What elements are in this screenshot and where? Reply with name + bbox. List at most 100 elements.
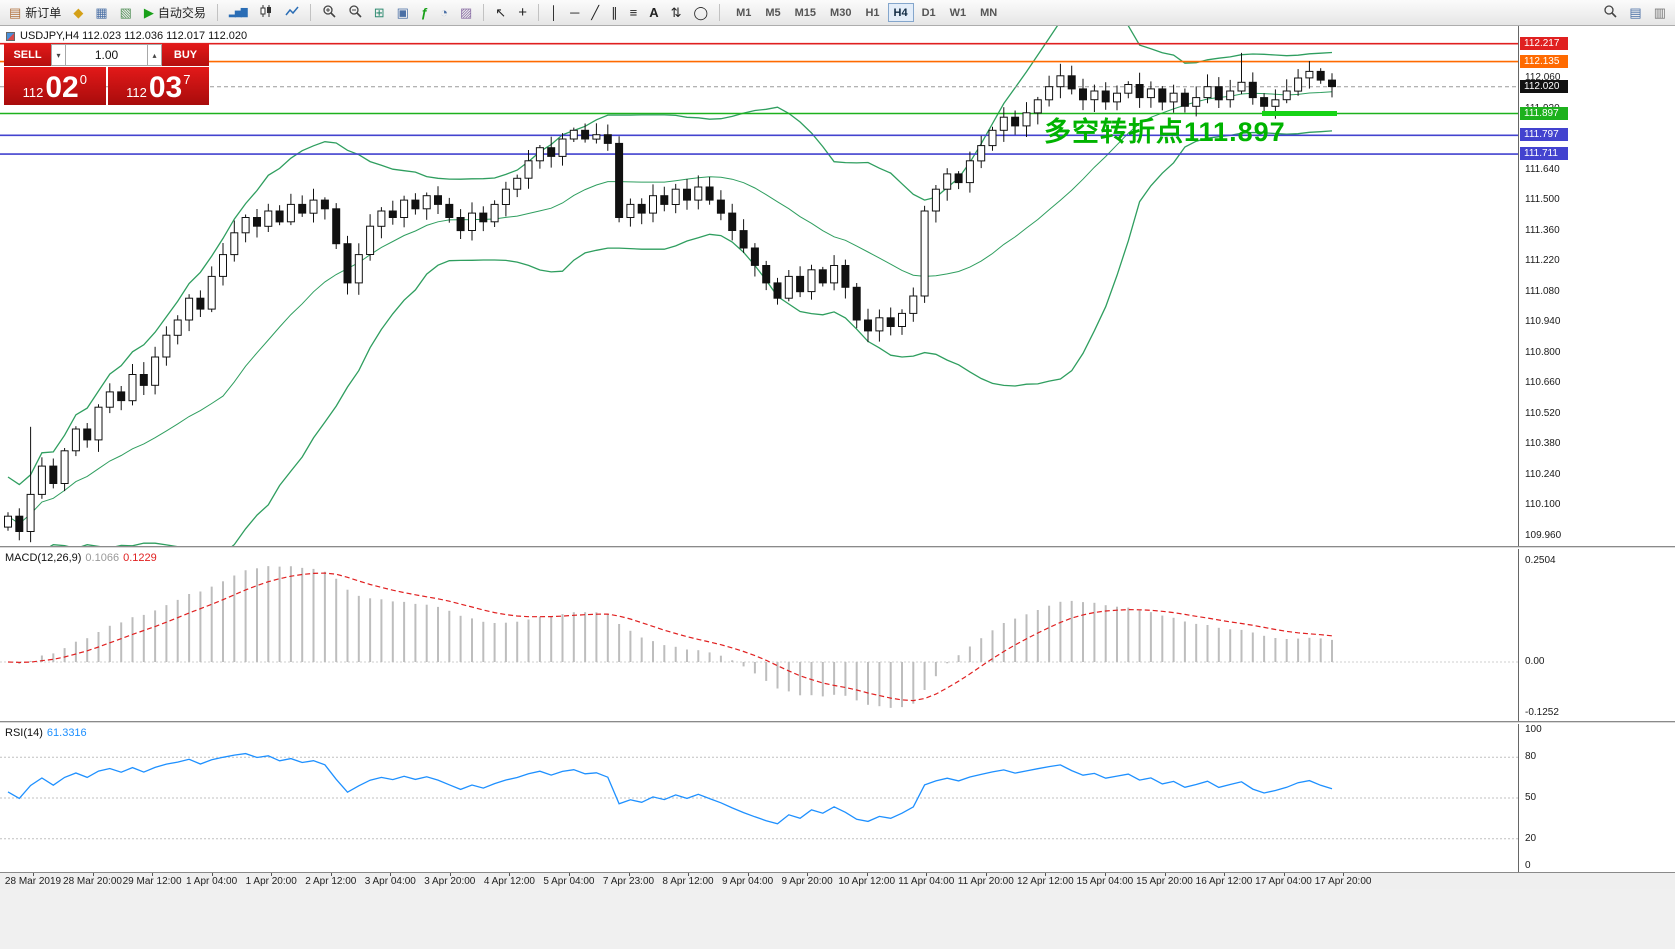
price-tag-111.711[interactable]: 111.711	[1520, 147, 1568, 161]
time-tick	[866, 873, 868, 876]
rsi-chart	[0, 752, 1518, 840]
tile-windows-button[interactable]: ▣	[392, 2, 414, 23]
market-watch-button[interactable]: ◆	[68, 2, 88, 23]
price-axis-label: 110.940	[1525, 316, 1561, 328]
price-axis-label: 110.520	[1525, 407, 1561, 419]
price-axis-label: 112.060	[1525, 72, 1561, 83]
price-axis[interactable]: 112.200112.060111.920111.780111.640111.5…	[1518, 26, 1675, 872]
price-tag-111.897[interactable]: 111.897	[1520, 106, 1568, 120]
timeframe-h4-button[interactable]: H4	[887, 3, 914, 22]
time-tick	[1104, 873, 1106, 876]
bollinger-middle-band	[7, 91, 1333, 525]
auto-trading-button[interactable]: ▶ 自动交易	[139, 2, 211, 23]
toolbar-separator	[537, 4, 539, 21]
panel-splitter[interactable]	[0, 721, 1675, 724]
timeframe-mn-button[interactable]: MN	[980, 6, 998, 19]
text-button[interactable]: A	[644, 2, 663, 23]
chart-candles-button[interactable]	[254, 2, 278, 23]
volume-increase-button[interactable]: ▴	[147, 44, 162, 66]
ellipse-icon: ◯	[693, 5, 709, 20]
chart-line-button[interactable]	[280, 2, 304, 23]
macd-chart	[0, 566, 1518, 708]
cursor-button[interactable]: ↖	[490, 2, 511, 23]
time-tick	[92, 873, 94, 876]
indicators-icon: ƒ	[420, 5, 429, 20]
search-button[interactable]	[1598, 2, 1622, 23]
price-tag-112.217[interactable]: 112.217	[1520, 36, 1568, 50]
time-tick	[390, 873, 392, 876]
horizontal-line-icon: ─	[570, 5, 580, 20]
zoom-out-button[interactable]	[343, 2, 367, 23]
time-tick	[271, 873, 273, 876]
vertical-line-button[interactable]: │	[545, 2, 563, 23]
price-axis-label: 110.800	[1525, 346, 1561, 358]
grid-button[interactable]: ⊞	[369, 2, 390, 23]
fibonacci-button[interactable]: ≡	[625, 2, 643, 23]
sell-price-button[interactable]: 112 02 0	[4, 67, 106, 105]
trendline-icon: ╱	[591, 5, 600, 20]
chart-symbol-icon	[6, 31, 15, 41]
time-axis-label: 9 Apr 20:00	[781, 876, 833, 887]
volume-decrease-button[interactable]: ▾	[51, 44, 66, 66]
shapes-button[interactable]: ◯	[689, 2, 714, 23]
profile-button[interactable]: ▥	[1649, 2, 1671, 23]
rsi-line	[7, 752, 1333, 825]
timeframe-m5-button[interactable]: M5	[765, 6, 781, 19]
buy-price-pips: 03	[148, 70, 183, 104]
new-order-label: 新订单	[25, 6, 62, 20]
vertical-line-icon: │	[549, 5, 559, 20]
price-tag-112.135[interactable]: 112.135	[1520, 54, 1568, 68]
crosshair-button[interactable]: +	[513, 2, 532, 23]
panel-splitter[interactable]	[0, 546, 1675, 549]
indicators-button[interactable]: ƒ	[416, 2, 433, 23]
macd-panel[interactable]: MACD(12,26,9) 0.1066 0.1229	[0, 549, 1518, 721]
periods-button[interactable]: ◔	[435, 2, 453, 23]
toolbar-separator	[216, 4, 218, 21]
timeframe-m30-button[interactable]: M30	[830, 6, 852, 19]
main-chart-panel[interactable]: USDJPY,H4 112.023 112.036 112.017 112.02…	[0, 26, 1518, 546]
one-click-trading-panel: SELL ▾ 1.00 ▴ BUY 112 02 0 112 03 7	[4, 44, 209, 105]
templates-button[interactable]: ▨	[455, 2, 477, 23]
timeframe-w1-button[interactable]: W1	[949, 6, 967, 19]
timeframe-m1-button[interactable]: M1	[736, 6, 752, 19]
sell-price-pips: 02	[45, 70, 79, 104]
navigator-icon: ▧	[119, 5, 132, 20]
timeframe-m15-button[interactable]: M15	[794, 6, 817, 19]
time-axis-label: 15 Apr 04:00	[1076, 876, 1134, 887]
trendline-button[interactable]: ╱	[586, 2, 604, 23]
new-order-button[interactable]: ▤ 新订单	[4, 2, 66, 23]
data-window-button[interactable]: ▦	[90, 2, 112, 23]
timeframe-d1-button[interactable]: D1	[921, 6, 936, 19]
buy-button[interactable]: BUY	[162, 44, 209, 66]
zoom-in-button[interactable]	[317, 2, 341, 23]
rsi-panel[interactable]: RSI(14) 61.3316	[0, 724, 1518, 872]
arrows-button[interactable]: ⇅	[666, 2, 687, 23]
new-order-icon: ▤	[9, 5, 22, 20]
buy-price-button[interactable]: 112 03 7	[107, 67, 209, 105]
horizontal-line-button[interactable]: ─	[565, 2, 584, 23]
new-chart-button[interactable]: ▤	[1624, 2, 1646, 23]
navigator-button[interactable]: ▧	[115, 2, 137, 23]
rsi-value: 61.3316	[46, 727, 87, 739]
sell-button[interactable]: SELL	[4, 44, 51, 66]
volume-input[interactable]: 1.00	[66, 44, 147, 66]
time-tick	[1343, 873, 1345, 876]
channel-button[interactable]: ∥	[606, 2, 623, 23]
cursor-icon: ↖	[495, 5, 507, 20]
time-axis[interactable]: 28 Mar 2019 28 Mar 20:00 29 Mar 12:00 1 Apr…	[0, 872, 1675, 889]
time-tick	[628, 873, 630, 876]
timeframe-h1-button[interactable]: H1	[865, 6, 880, 19]
macd-axis-label: 0.2504	[1525, 555, 1556, 566]
tile-windows-icon: ▣	[396, 5, 409, 20]
time-tick	[211, 873, 213, 876]
chart-bars-button[interactable]: ▂▅▇	[224, 2, 252, 23]
time-tick	[568, 873, 570, 876]
price-tag-111.797[interactable]: 111.797	[1520, 128, 1568, 142]
price-tag-112.020[interactable]: 112.020	[1520, 79, 1568, 93]
arrows-icon: ⇅	[670, 5, 682, 20]
time-axis-label: 9 Apr 04:00	[722, 876, 774, 887]
zoom-in-icon	[322, 4, 336, 21]
channel-icon: ∥	[611, 5, 618, 20]
market-watch-icon: ◆	[73, 5, 84, 20]
